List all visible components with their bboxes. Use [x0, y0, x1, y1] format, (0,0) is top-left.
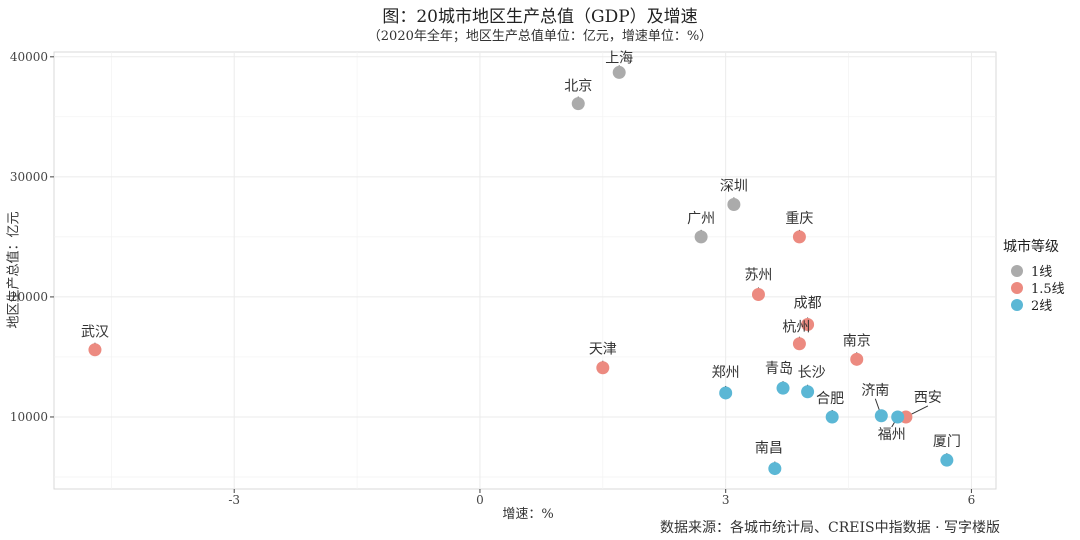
- data-point-label: 厦门: [933, 434, 961, 450]
- source-note: 数据来源：各城市统计局、CREIS中指数据 · 写字楼版: [660, 520, 1000, 536]
- data-point-label: 福州: [878, 427, 906, 443]
- data-point-label: 天津: [589, 342, 617, 358]
- y-tick-label: 30000: [10, 170, 48, 184]
- legend-swatch-tier2: [1011, 298, 1023, 311]
- legend-label-tier1: 1线: [1031, 265, 1053, 280]
- data-point: [719, 386, 733, 400]
- data-point: [940, 453, 954, 467]
- x-tick-label: -3: [228, 493, 240, 507]
- data-point-label: 成都: [794, 296, 822, 312]
- data-point-label: 合肥: [816, 391, 844, 407]
- legend-swatch-tier1: [1011, 264, 1023, 277]
- legend-item-tier2: 2线: [1003, 296, 1065, 314]
- data-point: [792, 230, 806, 244]
- data-point-label: 武汉: [81, 325, 109, 341]
- y-tick-label: 10000: [10, 410, 48, 424]
- y-tick-label: 40000: [10, 50, 48, 64]
- data-point-label: 青岛: [765, 361, 793, 377]
- x-tick-label: 6: [968, 493, 976, 507]
- legend-swatch-tier1-5: [1011, 281, 1023, 294]
- x-axis-label: 增速：%: [502, 507, 554, 522]
- data-point-label: 南昌: [755, 441, 783, 457]
- data-point: [612, 65, 626, 79]
- data-point: [727, 197, 741, 211]
- data-point-label: 广州: [687, 211, 715, 227]
- data-point: [751, 288, 765, 302]
- data-point: [571, 97, 585, 111]
- data-point: [694, 230, 708, 244]
- legend-label-tier2: 2线: [1031, 299, 1053, 314]
- data-point: [801, 385, 815, 399]
- legend: 城市等级 1线 1.5线 2线: [1003, 236, 1065, 314]
- data-point-label: 郑州: [712, 365, 740, 381]
- legend-label-tier1-5: 1.5线: [1031, 282, 1065, 297]
- data-point: [776, 381, 790, 395]
- data-point: [891, 410, 905, 424]
- data-point-label: 长沙: [798, 365, 826, 381]
- data-point: [596, 361, 610, 375]
- data-point-label: 重庆: [785, 211, 813, 227]
- data-point-label: 北京: [564, 79, 592, 95]
- plot-panel: [53, 51, 997, 490]
- data-point: [850, 352, 864, 366]
- chart-subtitle: （2020年全年；地区生产总值单位：亿元，增速单位：%）: [367, 29, 713, 44]
- x-tick-label: 0: [476, 493, 484, 507]
- legend-item-tier1: 1线: [1003, 262, 1065, 280]
- data-point: [768, 462, 782, 476]
- data-point-label: 杭州: [782, 320, 810, 336]
- y-axis-label: 地区生产总值：亿元: [6, 211, 22, 329]
- y-tick-label: 20000: [10, 290, 48, 304]
- data-point-label: 上海: [605, 50, 633, 66]
- data-point-label: 深圳: [720, 178, 748, 194]
- data-point: [801, 318, 815, 332]
- legend-title: 城市等级: [1003, 239, 1059, 255]
- data-point: [792, 337, 806, 351]
- data-point-label: 苏州: [744, 268, 772, 284]
- data-point-label: 济南: [861, 383, 889, 399]
- data-point-label: 南京: [843, 333, 871, 349]
- data-point: [88, 343, 102, 357]
- chart-title: 图：20城市地区生产总值（GDP）及增速: [382, 7, 698, 27]
- legend-item-tier1-5: 1.5线: [1003, 279, 1065, 297]
- data-point-label: 西安: [914, 390, 942, 406]
- data-point: [874, 409, 888, 423]
- data-point: [825, 410, 839, 424]
- x-tick-label: 3: [722, 493, 730, 507]
